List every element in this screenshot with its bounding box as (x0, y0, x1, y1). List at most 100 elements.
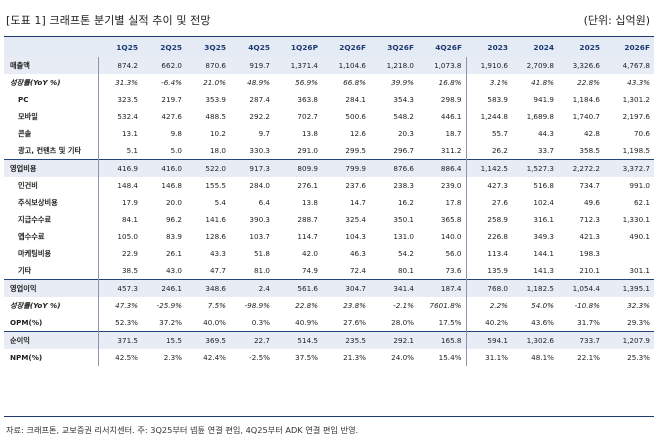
value-cell: 561.6 (274, 279, 322, 297)
value-cell: 72.4 (349, 266, 366, 275)
value-cell: 276.1 (297, 181, 318, 190)
header-label-cell (4, 37, 98, 57)
table-row: 광고, 컨텐츠 및 기타 5.1 5.0 18.0 330.3 291.0 299.5 296… (4, 142, 654, 160)
value-cell: 365.8 (440, 215, 462, 224)
value-cell: 363.8 (297, 95, 318, 104)
value-cell: 56.9% (295, 78, 318, 87)
value-cell: 316.1 (533, 215, 554, 224)
value-cell: 548.2 (393, 112, 414, 121)
value-cell: 135.9 (465, 262, 512, 280)
value-cell: 16.2 (397, 198, 414, 207)
value-cell: 56.0 (445, 249, 462, 258)
value-cell: 284.1 (345, 95, 366, 104)
value-cell: 1,330.1 (622, 215, 650, 224)
value-cell: 128.6 (205, 232, 226, 241)
value-cell: 919.7 (230, 57, 274, 74)
value-cell: 33.7 (537, 146, 554, 155)
value-cell: 6.4 (258, 198, 270, 207)
value-cell: 1,073.8 (418, 57, 466, 74)
value-cell: 238.3 (393, 181, 414, 190)
column-header: 2024 (512, 37, 558, 57)
value-cell: 18.7 (445, 129, 462, 138)
value-cell: 311.2 (440, 146, 462, 155)
value-cell: 9.7 (258, 129, 270, 138)
value-cell: 24.0% (391, 353, 414, 362)
value-cell: 80.1 (397, 266, 414, 275)
row-label: 앱수수료 (18, 231, 45, 241)
column-header: 1Q25 (98, 37, 142, 57)
value-cell: 583.9 (465, 91, 512, 108)
value-cell: 809.9 (274, 159, 322, 177)
value-cell: 40.2% (465, 314, 512, 332)
row-label: 지급수수료 (18, 214, 52, 224)
value-cell: 1,244.8 (465, 108, 512, 125)
value-cell: 40.0% (203, 318, 226, 327)
value-cell: 3,326.6 (558, 57, 604, 74)
value-cell: 5.4 (214, 198, 226, 207)
source-note: 자료: 크래프톤, 교보증권 리서치센터. 주: 3Q25부터 넵튠 연결 편입… (6, 425, 359, 435)
value-cell: 235.5 (322, 331, 370, 349)
value-cell: 9.8 (170, 129, 182, 138)
value-cell: 13.1 (97, 125, 142, 142)
value-cell: 131.0 (393, 232, 414, 241)
value-cell: 39.9% (391, 78, 414, 87)
value-cell: 165.8 (418, 331, 466, 349)
table-row: 앱수수료 105.0 83.9 128.6 103.7 114.7 104.3 131.0 14… (4, 228, 654, 245)
value-cell: -10.8% (574, 301, 600, 310)
value-cell: 43.0 (165, 266, 182, 275)
value-cell: 42.5% (97, 349, 142, 366)
value-cell: 416.9 (97, 159, 142, 177)
value-cell: 15.5 (142, 331, 186, 349)
value-cell: 1,142.5 (465, 159, 512, 177)
value-cell: 4,767.8 (604, 57, 654, 74)
column-header: 2026F (604, 37, 654, 57)
value-cell: 22.8% (295, 301, 318, 310)
value-cell: 427.6 (161, 112, 182, 121)
value-cell: 246.1 (142, 279, 186, 297)
table-row: 콘솔 13.1 9.8 10.2 9.7 13.8 12.6 20.3 18.7 55.7 44.3… (4, 125, 654, 142)
value-cell: 210.1 (579, 266, 600, 275)
value-cell: 21.0% (203, 78, 226, 87)
value-cell: 27.6% (343, 318, 366, 327)
value-cell: 41.8% (531, 78, 554, 87)
row-label: 모바일 (18, 111, 38, 121)
value-cell: 105.0 (97, 228, 142, 245)
value-cell: 26.1 (165, 249, 182, 258)
value-cell: 702.7 (297, 112, 318, 121)
row-label: OPM(%) (10, 318, 43, 327)
value-cell: 886.4 (418, 159, 466, 177)
value-cell: 291.0 (297, 146, 318, 155)
value-cell: 21.3% (343, 353, 366, 362)
value-cell: 13.8 (301, 198, 318, 207)
value-cell: 37.5% (295, 353, 318, 362)
value-cell: -2.1% (393, 301, 414, 310)
value-cell: 991.0 (629, 181, 650, 190)
value-cell: 74.9 (301, 266, 318, 275)
value-cell: 83.9 (165, 232, 182, 241)
value-cell: -6.4% (161, 78, 182, 87)
value-cell: 1,198.5 (622, 146, 650, 155)
value-cell: 187.4 (418, 279, 466, 297)
value-cell: -2.5% (249, 353, 270, 362)
value-cell: 416.0 (142, 159, 186, 177)
value-cell: 103.7 (249, 232, 270, 241)
value-cell: 16.8% (438, 78, 462, 87)
value-cell (604, 245, 654, 262)
value-cell: 296.7 (393, 146, 414, 155)
column-header: 2Q25 (142, 37, 186, 57)
value-cell: 390.3 (249, 215, 270, 224)
value-cell: 5.0 (170, 146, 182, 155)
value-cell: 323.5 (97, 91, 142, 108)
row-label: 성장률(YoY %) (10, 300, 61, 310)
value-cell: 48.1% (531, 353, 554, 362)
value-cell: 1,302.6 (512, 331, 558, 349)
value-cell: 42.8 (583, 129, 600, 138)
table-row: 지급수수료 84.1 96.2 141.6 390.3 288.7 325.4 350.1 36… (4, 211, 654, 228)
value-cell: 369.5 (186, 331, 230, 349)
value-cell: 5.1 (97, 142, 142, 160)
value-cell: 1,184.6 (572, 95, 600, 104)
row-label: 영업비용 (4, 159, 98, 177)
value-cell: 1,054.4 (558, 279, 604, 297)
row-label: PC (18, 95, 29, 104)
value-cell: 712.3 (579, 215, 600, 224)
